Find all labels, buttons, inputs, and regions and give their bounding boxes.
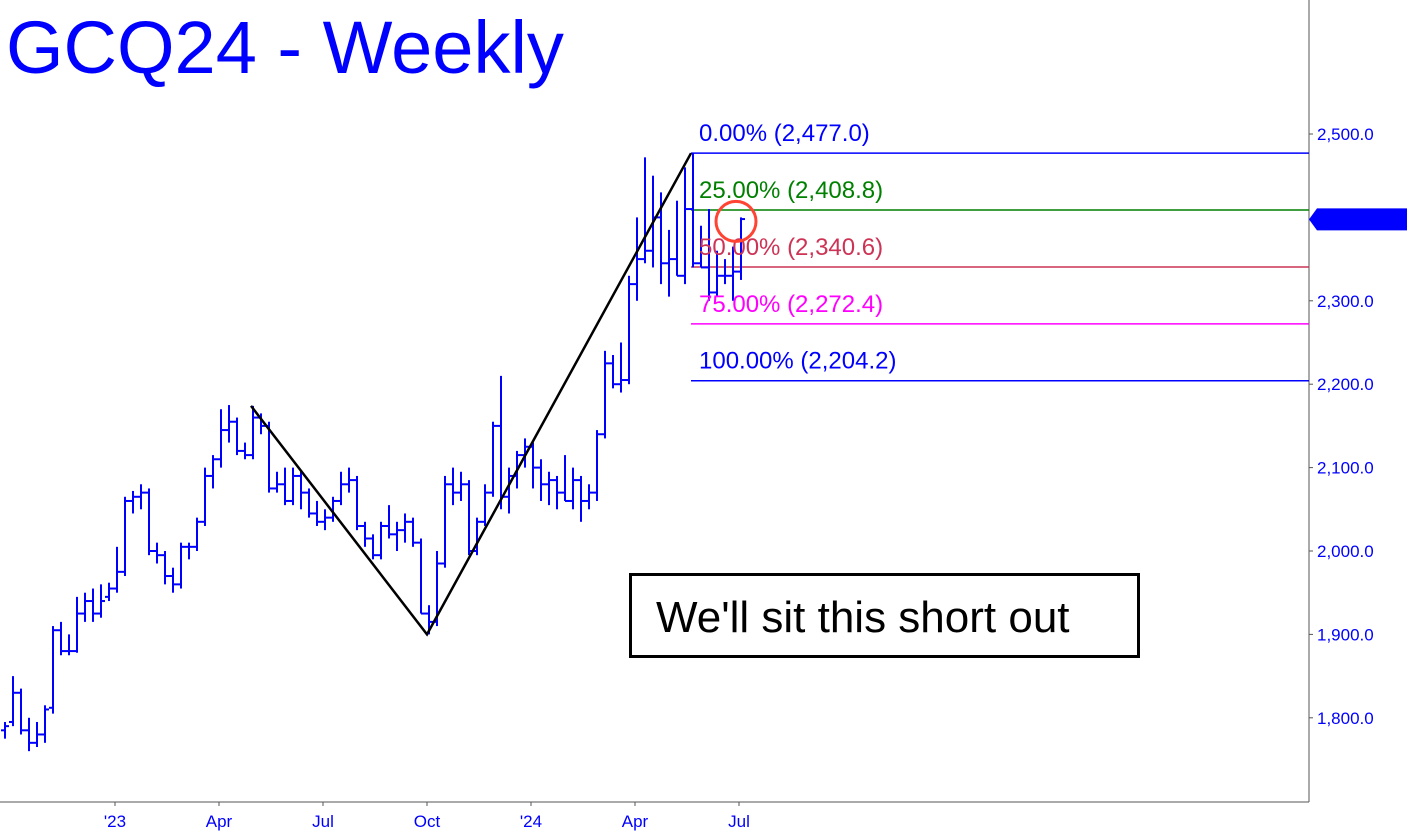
y-tick-label: 2,100.0 — [1317, 459, 1374, 478]
x-tick-label: Apr — [622, 812, 649, 831]
annotation-text: We'll sit this short out — [656, 593, 1070, 642]
highlight-circle — [714, 199, 758, 243]
x-tick-label: '24 — [520, 812, 542, 831]
last-price-label: 2,397.7 — [1318, 210, 1375, 229]
retracement-label: 50.00% (2,340.6) — [699, 234, 883, 261]
retracement-label: 25.00% (2,408.8) — [699, 177, 883, 204]
x-tick-label: Oct — [414, 812, 441, 831]
wave-line — [250, 152, 693, 637]
y-tick-label: 1,900.0 — [1317, 625, 1374, 644]
last-price-tag — [1309, 208, 1407, 231]
y-tick-label: 2,300.0 — [1317, 292, 1374, 311]
y-tick-label: 2,200.0 — [1317, 375, 1374, 394]
retracement-label: 0.00% (2,477.0) — [699, 120, 870, 147]
x-tick-label: '23 — [104, 812, 126, 831]
y-tick-label: 2,500.0 — [1317, 125, 1374, 144]
retracement-label: 100.00% (2,204.2) — [699, 348, 896, 375]
x-tick-label: Jul — [728, 812, 750, 831]
annotation-box: We'll sit this short out — [629, 573, 1140, 658]
x-tick-label: Apr — [206, 812, 233, 831]
chart-title: GCQ24 - Weekly — [6, 6, 564, 89]
retracement-label: 75.00% (2,272.4) — [699, 291, 883, 318]
x-tick-label: Jul — [312, 812, 334, 831]
y-tick-label: 2,000.0 — [1317, 542, 1374, 561]
y-tick-label: 1,800.0 — [1317, 709, 1374, 728]
